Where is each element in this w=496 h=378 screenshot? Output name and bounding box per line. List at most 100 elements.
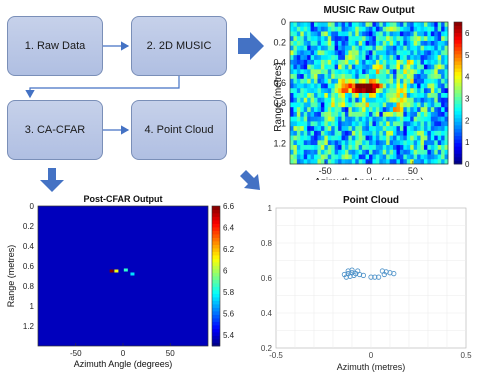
heatmap-cell: [406, 121, 411, 127]
heatmap-cell: [296, 93, 301, 99]
heatmap-cell: [293, 93, 298, 99]
heatmap-cell: [434, 116, 438, 122]
heatmap-cell: [362, 22, 366, 28]
heatmap-cell: [386, 31, 390, 37]
colorbar-swatch: [212, 311, 220, 315]
heatmap-cell: [396, 102, 401, 108]
heatmap-cell: [362, 36, 366, 42]
heatmap-cell: [434, 149, 438, 155]
heatmap-cell: [317, 116, 322, 122]
heatmap-cell: [393, 140, 397, 146]
heatmap-cell: [300, 135, 305, 141]
heatmap-cell: [386, 36, 390, 42]
heatmap-cell: [290, 130, 294, 136]
heatmap-cell: [324, 69, 329, 75]
heatmap-cell: [290, 55, 294, 61]
heatmap-cell: [307, 59, 311, 65]
heatmap-cell: [410, 135, 414, 141]
heatmap-cell: [324, 107, 329, 113]
heatmap-cell: [290, 126, 294, 132]
heatmap-cell: [303, 83, 308, 89]
colorbar-swatch: [212, 290, 220, 294]
heatmap-cell: [362, 88, 366, 94]
y-tick-label: 0.4: [273, 58, 286, 68]
heatmap-cell: [420, 64, 425, 70]
heatmap-cell: [362, 74, 366, 80]
heatmap-cell: [420, 26, 425, 32]
heatmap-cell: [348, 126, 353, 132]
heatmap-cell: [382, 88, 387, 94]
heatmap-cell: [314, 102, 318, 108]
heatmap-cell: [441, 69, 445, 75]
heatmap-cell: [331, 69, 335, 75]
colorbar-swatch: [212, 251, 220, 256]
heatmap-cell: [420, 159, 425, 165]
heatmap-cell: [403, 26, 408, 32]
heatmap-cell: [444, 31, 449, 37]
heatmap-cell: [334, 116, 339, 122]
heatmap-cell: [393, 116, 397, 122]
heatmap-cell: [310, 149, 315, 155]
heatmap-cell: [320, 107, 325, 113]
colorbar-swatch: [212, 265, 220, 270]
heatmap-cell: [413, 36, 418, 42]
heatmap-cell: [314, 22, 318, 28]
heatmap-cell: [362, 145, 366, 151]
x-tick-label: 0: [369, 351, 374, 360]
heatmap-cell: [293, 40, 298, 46]
heatmap-cell: [413, 78, 418, 84]
heatmap-cell: [369, 145, 373, 151]
heatmap-cell: [417, 149, 421, 155]
heatmap-cell: [338, 102, 342, 108]
heatmap-cell: [413, 26, 418, 32]
heatmap-cell: [434, 64, 438, 70]
heatmap-cell: [437, 126, 442, 132]
heatmap-cell: [362, 97, 366, 103]
heatmap-cell: [393, 69, 397, 75]
heatmap-cell: [396, 74, 401, 80]
heatmap-cell: [341, 130, 346, 136]
heatmap-cell: [324, 83, 329, 89]
heatmap-cell: [434, 154, 438, 160]
heatmap-cell: [341, 102, 346, 108]
colorbar-swatch: [454, 64, 462, 69]
heatmap-cell: [396, 154, 401, 160]
heatmap-cell: [389, 97, 394, 103]
colorbar-swatch: [212, 318, 220, 322]
heatmap-cell: [303, 97, 308, 103]
heatmap-cell: [317, 149, 322, 155]
heatmap-cell: [389, 88, 394, 94]
colorbar-swatch: [454, 117, 462, 122]
heatmap-cell: [369, 31, 373, 37]
heatmap-cell: [369, 121, 373, 127]
heatmap-cell: [334, 135, 339, 141]
heatmap-cell: [406, 116, 411, 122]
heatmap-cell: [300, 140, 305, 146]
heatmap-cell: [348, 135, 353, 141]
heatmap-cell: [386, 69, 390, 75]
heatmap-cell: [410, 97, 414, 103]
colorbar-swatch: [454, 85, 462, 90]
heatmap-cell: [399, 93, 404, 99]
colorbar-swatch: [454, 57, 462, 62]
heatmap-cell: [403, 121, 408, 127]
heatmap-cell: [417, 40, 421, 46]
heatmap-cell: [420, 78, 425, 84]
heatmap-cell: [317, 140, 322, 146]
heatmap-cell: [310, 107, 315, 113]
heatmap-cell: [300, 116, 305, 122]
heatmap-cell: [290, 93, 294, 99]
heatmap-cell: [372, 111, 377, 117]
heatmap-cell: [375, 31, 380, 37]
heatmap-cell: [334, 93, 339, 99]
heatmap-cell: [444, 140, 449, 146]
heatmap-cell: [420, 55, 425, 61]
heatmap-cell: [341, 45, 346, 51]
heatmap-cell: [427, 31, 432, 37]
heatmap-cell: [327, 78, 332, 84]
heatmap-cell: [307, 121, 311, 127]
heatmap-cell: [389, 130, 394, 136]
heatmap-cell: [327, 107, 332, 113]
heatmap-cell: [389, 149, 394, 155]
heatmap-cell: [341, 26, 346, 32]
